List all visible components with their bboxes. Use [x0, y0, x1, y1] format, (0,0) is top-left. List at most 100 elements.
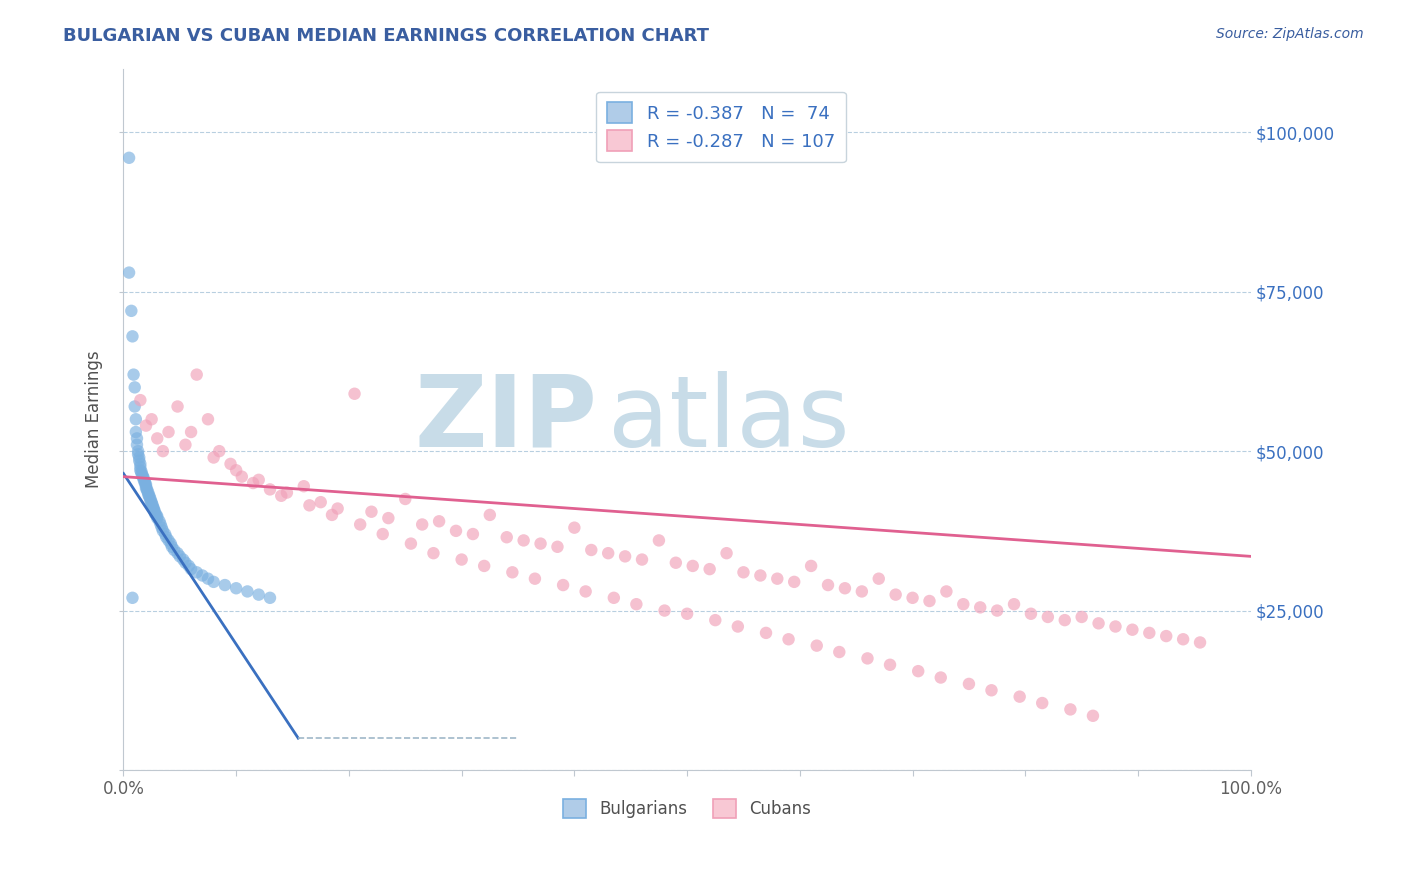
Point [259, 591, 281, 605]
Point [980, 683, 1002, 698]
Point [145, 508, 167, 522]
Point [884, 588, 907, 602]
Point [155, 530, 177, 544]
Point [472, 558, 495, 573]
Point [139, 494, 162, 508]
Point [716, 546, 738, 560]
Point [749, 568, 772, 582]
Point [377, 511, 399, 525]
Point [120, 303, 142, 318]
Point [581, 543, 603, 558]
Point [546, 540, 568, 554]
Point [131, 469, 153, 483]
Point [186, 566, 208, 580]
Point [654, 603, 676, 617]
Point [159, 536, 181, 550]
Point [292, 479, 315, 493]
Point [129, 460, 152, 475]
Point [298, 499, 321, 513]
Point [169, 549, 191, 564]
Point [1059, 702, 1081, 716]
Point [529, 536, 551, 550]
Point [247, 473, 270, 487]
Point [132, 473, 155, 487]
Point [733, 566, 755, 580]
Point [901, 591, 924, 605]
Point [121, 591, 143, 605]
Point [682, 558, 704, 573]
Point [603, 591, 626, 605]
Point [125, 438, 148, 452]
Point [957, 677, 980, 691]
Point [399, 536, 422, 550]
Point [135, 481, 157, 495]
Point [149, 517, 172, 532]
Point [214, 578, 236, 592]
Point [242, 476, 264, 491]
Point [1036, 610, 1059, 624]
Point [138, 490, 160, 504]
Point [270, 489, 292, 503]
Point [157, 533, 180, 548]
Point [551, 578, 574, 592]
Point [427, 514, 450, 528]
Point [125, 412, 148, 426]
Point [127, 447, 149, 461]
Point [136, 487, 159, 501]
Point [1031, 696, 1053, 710]
Point [138, 489, 160, 503]
Point [152, 524, 174, 538]
Point [128, 450, 150, 465]
Point [135, 477, 157, 491]
Point [856, 651, 879, 665]
Point [501, 566, 523, 580]
Point [699, 562, 721, 576]
Point [598, 546, 620, 560]
Point [806, 639, 828, 653]
Point [142, 503, 165, 517]
Point [135, 479, 157, 493]
Point [124, 380, 146, 394]
Point [143, 505, 166, 519]
Point [122, 368, 145, 382]
Point [146, 509, 169, 524]
Point [208, 444, 231, 458]
Point [727, 619, 749, 633]
Legend: Bulgarians, Cubans: Bulgarians, Cubans [557, 792, 818, 825]
Point [918, 594, 941, 608]
Point [461, 527, 484, 541]
Point [321, 508, 343, 522]
Point [197, 572, 219, 586]
Point [125, 431, 148, 445]
Point [648, 533, 671, 548]
Point [929, 671, 952, 685]
Point [129, 393, 152, 408]
Point [153, 527, 176, 541]
Point [174, 438, 197, 452]
Point [141, 412, 163, 426]
Point [166, 546, 188, 560]
Point [1053, 613, 1076, 627]
Point [575, 584, 598, 599]
Point [180, 562, 202, 576]
Point [1087, 616, 1109, 631]
Point [564, 521, 586, 535]
Point [868, 572, 890, 586]
Point [118, 151, 141, 165]
Point [134, 475, 156, 489]
Point [163, 543, 186, 558]
Point [174, 556, 197, 570]
Point [783, 574, 806, 589]
Point [450, 552, 472, 566]
Point [136, 483, 159, 497]
Text: ZIP: ZIP [413, 371, 598, 467]
Point [444, 524, 467, 538]
Point [131, 467, 153, 481]
Point [160, 540, 183, 554]
Point [1070, 610, 1092, 624]
Point [1002, 597, 1025, 611]
Text: Source: ZipAtlas.com: Source: ZipAtlas.com [1216, 27, 1364, 41]
Point [180, 425, 202, 439]
Point [1008, 690, 1031, 704]
Point [231, 469, 253, 483]
